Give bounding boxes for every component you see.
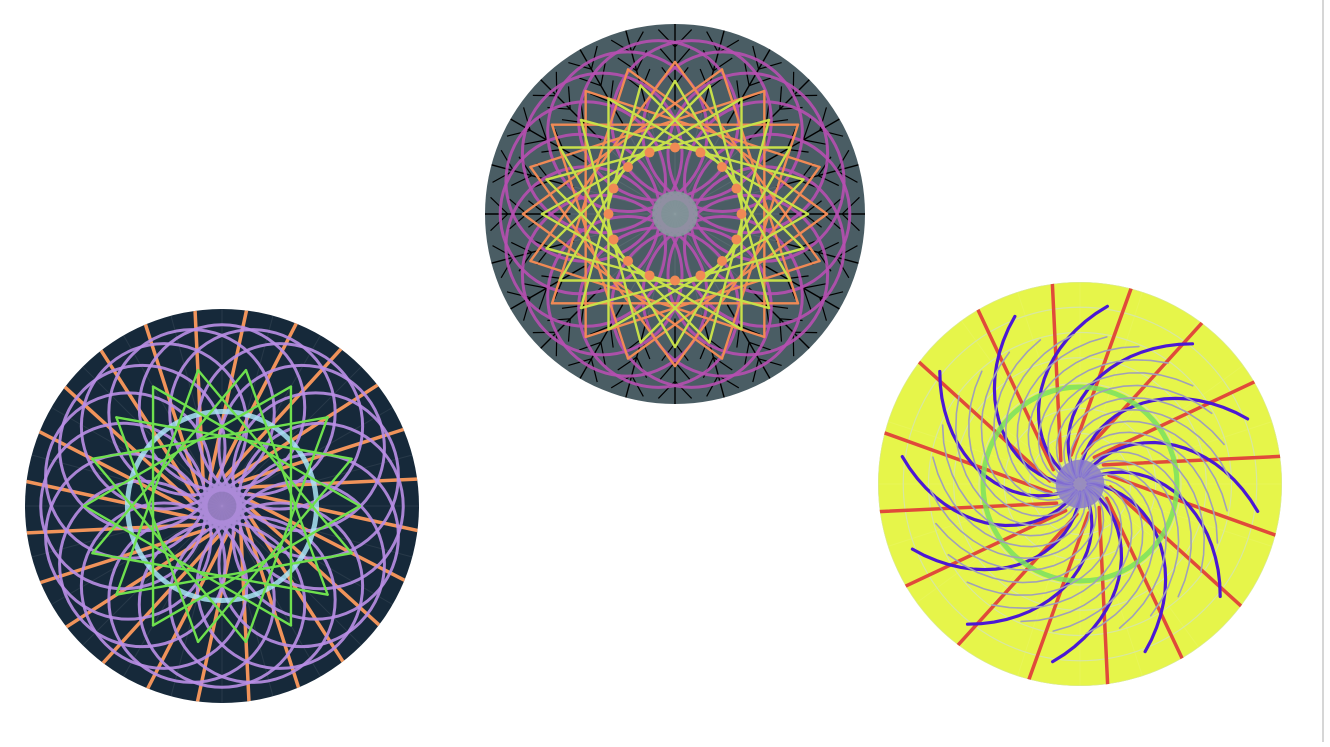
dot bbox=[670, 276, 680, 286]
dot bbox=[731, 234, 741, 244]
dot bbox=[645, 148, 655, 158]
dot bbox=[623, 256, 633, 266]
dot bbox=[737, 209, 747, 219]
hub bbox=[652, 191, 698, 237]
dot bbox=[604, 209, 614, 219]
dot bbox=[717, 162, 727, 172]
hub bbox=[198, 482, 245, 529]
dot bbox=[645, 270, 655, 280]
mandala-right bbox=[876, 280, 1284, 688]
mandala-top-layer-hub bbox=[652, 191, 698, 237]
mandala-right-pattern bbox=[876, 280, 1284, 688]
dot bbox=[695, 270, 705, 280]
hub bbox=[1056, 460, 1104, 508]
mandala-right-layer-hub bbox=[1056, 460, 1104, 508]
mandala-top bbox=[485, 24, 865, 404]
window-edge bbox=[1322, 0, 1330, 742]
dot bbox=[695, 148, 705, 158]
dot bbox=[623, 162, 633, 172]
mandala-left-pattern bbox=[23, 307, 422, 706]
dot bbox=[609, 234, 619, 244]
mandala-top-pattern bbox=[485, 24, 865, 404]
dot bbox=[731, 184, 741, 194]
mandala-left bbox=[23, 307, 422, 706]
dot bbox=[609, 184, 619, 194]
dot bbox=[717, 256, 727, 266]
mandala-left-layer-hub bbox=[198, 482, 245, 529]
dot bbox=[670, 143, 680, 153]
